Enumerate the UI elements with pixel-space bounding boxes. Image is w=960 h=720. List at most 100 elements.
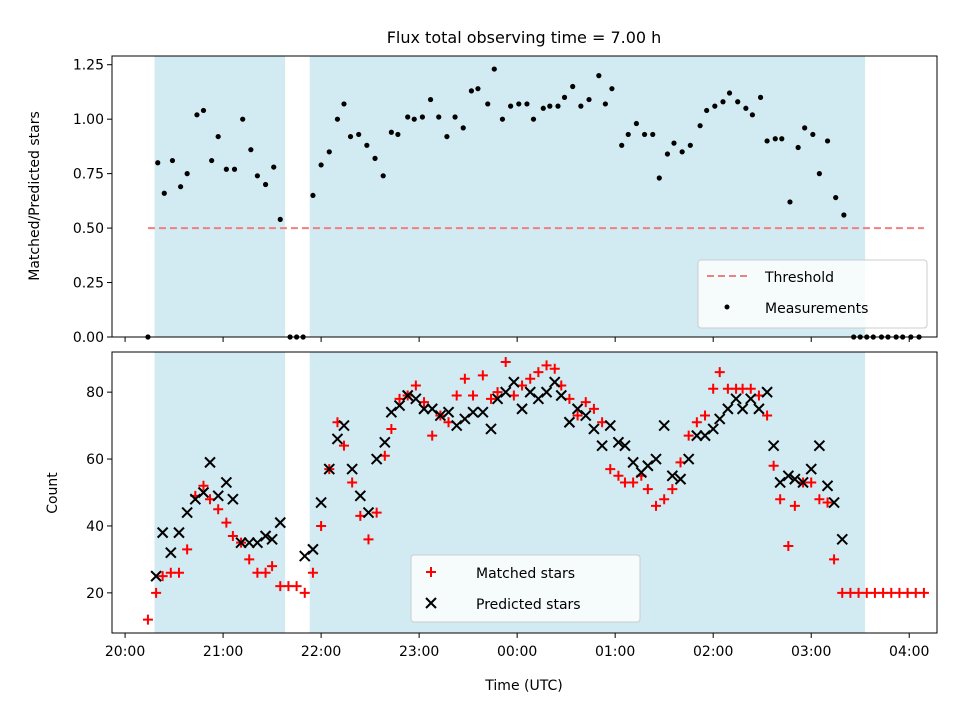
matched-star-point <box>363 534 374 545</box>
matched-star-point <box>691 417 702 428</box>
measurement-point <box>841 212 847 218</box>
measurement-point <box>262 181 269 188</box>
predicted-star-point <box>426 403 438 415</box>
predicted-star-point <box>477 406 489 418</box>
predicted-star-point <box>612 436 625 449</box>
matched-star-point <box>628 477 639 488</box>
matched-star-point <box>597 417 608 428</box>
predicted-star-point <box>393 399 406 412</box>
predicted-star-point <box>682 453 695 465</box>
axes-frame <box>111 351 938 634</box>
predicted-star-point <box>836 533 848 546</box>
predicted-star-point <box>532 393 545 405</box>
matched-star-point <box>477 370 488 381</box>
measurement-point <box>810 131 816 138</box>
matched-star-point <box>605 464 616 475</box>
matched-star-point <box>443 417 454 428</box>
measurement-point <box>388 129 394 135</box>
measurement-point <box>795 144 801 151</box>
predicted-star-point <box>714 413 726 425</box>
measurement-point <box>334 116 341 122</box>
measurement-point <box>444 133 450 140</box>
predicted-star-point <box>307 543 319 556</box>
measurement-point <box>209 157 215 164</box>
predicted-star-point <box>596 439 608 452</box>
measurement-point <box>356 131 362 138</box>
matched-star-point <box>410 380 421 391</box>
matched-star-point <box>182 544 193 555</box>
predicted-star-point <box>418 403 430 415</box>
predicted-star-point <box>220 476 233 489</box>
predicted-star-point <box>588 423 600 435</box>
predicted-star-point <box>540 386 553 398</box>
matched-star-point <box>814 494 825 505</box>
predicted-star-point <box>774 476 786 489</box>
predicted-star-point <box>410 393 422 405</box>
matched-star-point <box>486 393 497 404</box>
matched-star-point <box>338 440 349 451</box>
predicted-star-point <box>323 463 335 475</box>
matched-star-point <box>468 390 479 401</box>
matched-star-point <box>588 403 599 414</box>
legend-measurements-label: Measurements <box>765 301 868 317</box>
matched-star-point <box>221 517 232 528</box>
predicted-star-point <box>555 389 567 402</box>
count-legend-box <box>410 554 641 623</box>
predicted-star-point <box>212 490 224 502</box>
measurement-point <box>712 103 718 109</box>
matched-star-point <box>459 373 470 384</box>
measurement-point <box>824 138 831 144</box>
y-tick-label: 20 <box>86 586 104 602</box>
predicted-star-point <box>789 473 801 485</box>
legend-predicted-label: Predicted stars <box>476 597 581 613</box>
predicted-star-point <box>619 439 631 452</box>
predicted-star-point <box>379 436 391 449</box>
measurement-point <box>833 194 839 201</box>
measurement-point <box>671 140 677 146</box>
y-tick-label: 80 <box>86 385 104 401</box>
measurement-point <box>764 138 770 144</box>
predicted-star-point <box>674 473 687 485</box>
predicted-star-point <box>563 416 576 428</box>
matched-star-point <box>198 480 209 491</box>
measurement-point <box>248 147 254 153</box>
matched-star-point <box>371 507 382 518</box>
matched-star-point <box>157 571 168 582</box>
predicted-star-point <box>204 456 216 469</box>
measurement-point <box>787 199 793 205</box>
predicted-star-point <box>642 460 654 472</box>
predicted-star-point <box>434 409 447 422</box>
predicted-star-point <box>197 486 210 499</box>
predicted-star-point <box>782 470 795 482</box>
x-tick-label: 22:00 <box>301 644 341 660</box>
legend-predicted-swatch <box>425 597 437 609</box>
measurement-point <box>687 142 693 148</box>
y-tick-label: 1.25 <box>73 58 104 74</box>
predicted-star-point <box>173 526 185 539</box>
ratio-legend-box <box>697 259 928 329</box>
predicted-star-point <box>150 570 162 582</box>
predicted-star-point <box>485 423 497 435</box>
matched-star-point <box>642 484 653 495</box>
measurement-point <box>772 136 778 142</box>
measurement-point <box>326 149 332 155</box>
measurement-point <box>720 99 726 105</box>
measurement-point <box>619 142 625 148</box>
measurement-point <box>641 131 648 138</box>
measurement-point <box>200 107 207 114</box>
measurement-point <box>215 133 221 140</box>
measurement-point <box>625 131 631 138</box>
matched-star-point <box>768 460 779 471</box>
matched-star-point <box>227 530 238 541</box>
chart-title: Flux total observing time = 7.00 h <box>387 28 662 47</box>
predicted-star-point <box>331 433 344 445</box>
matched-star-point <box>379 450 390 461</box>
matched-star-point <box>419 397 430 408</box>
measurement-point <box>468 88 475 94</box>
predicted-star-point <box>805 463 817 475</box>
matched-star-point <box>492 387 503 398</box>
measurement-point <box>475 86 481 92</box>
measurement-point <box>452 114 458 120</box>
x-axis-label: Time (UTC) <box>484 678 562 694</box>
